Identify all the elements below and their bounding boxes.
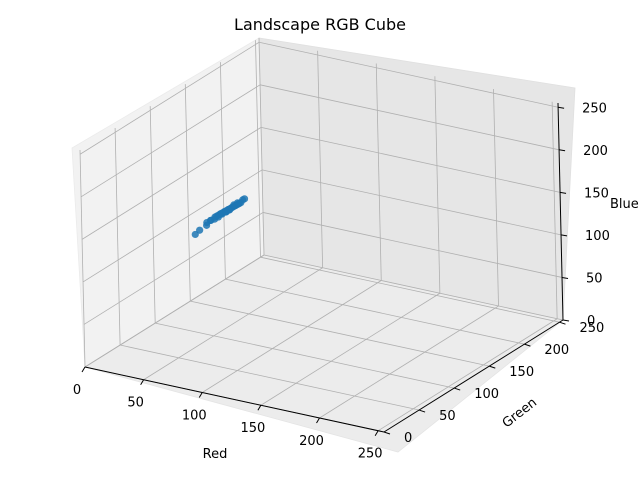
x-tick-label: 200 <box>299 434 324 449</box>
x-tick-label: 250 <box>358 447 383 462</box>
gridline-y-floor <box>120 344 420 411</box>
gridline-y-floor <box>225 278 525 345</box>
gridline-z-back <box>261 169 562 236</box>
gridline-x-floor <box>143 267 323 381</box>
z-tick-label: 100 <box>585 229 610 244</box>
y-tick-mark <box>454 387 461 391</box>
gridline-y-left <box>79 149 86 368</box>
z-tick-label: 200 <box>583 144 608 159</box>
x-tick-mark <box>257 404 262 411</box>
y-tick-mark <box>418 409 426 413</box>
scatter-point <box>196 226 204 234</box>
gridline-y-left <box>149 106 156 324</box>
gridline-x-floor <box>260 292 441 406</box>
gridline-z-left <box>79 41 260 155</box>
x-tick-mark <box>81 366 86 373</box>
y-tick-mark <box>383 431 391 435</box>
y-tick-mark <box>489 365 496 369</box>
z-tick-label: 50 <box>586 271 603 286</box>
z-tick-label: 150 <box>584 186 609 201</box>
chart-title: Landscape RGB Cube <box>234 15 406 34</box>
gridline-y-floor <box>155 322 455 389</box>
y-tick-mark <box>524 343 531 347</box>
gridline-y-floor <box>260 256 560 323</box>
gridline-y-left <box>114 128 121 346</box>
gridline-x-back <box>551 101 558 319</box>
y-tick-mark <box>559 321 566 325</box>
scatter-point <box>207 216 215 224</box>
z-axis-label: Blue <box>610 197 639 212</box>
y-tick-label: 200 <box>544 343 569 358</box>
y-tick-label: 150 <box>509 365 534 380</box>
gridline-x-floor <box>377 318 558 432</box>
gridline-x-floor <box>319 305 499 419</box>
gridline-x-back <box>434 76 441 294</box>
gridline-x-back <box>493 88 499 306</box>
axis-lines <box>81 102 570 436</box>
gridline-y-left <box>219 62 226 280</box>
gridline-z-back <box>259 84 560 151</box>
x-tick-label: 150 <box>240 421 265 436</box>
z-axis-line <box>557 102 564 321</box>
x-axis-label: Red <box>203 447 228 462</box>
gridline-z-left <box>82 169 263 283</box>
z-tick-mark <box>558 106 565 109</box>
z-tick-label: 250 <box>582 101 607 116</box>
x-tick-label: 100 <box>182 408 207 423</box>
tick-labels: 0501001502002500501001502002500501001502… <box>73 101 610 461</box>
y-tick-label: 0 <box>404 431 412 446</box>
gridline-z-left <box>80 84 261 198</box>
x-tick-mark <box>140 379 145 386</box>
z-tick-mark <box>561 276 569 279</box>
gridline-x-back <box>317 50 324 268</box>
z-tick-mark <box>559 191 567 194</box>
gridline-y-left <box>255 40 261 258</box>
z-tick-mark <box>562 319 570 322</box>
scatter-point <box>222 207 231 215</box>
gridline-z-left <box>83 212 264 325</box>
x-tick-mark <box>198 392 203 398</box>
gridline-z-left <box>84 254 265 368</box>
gridline-y-left <box>184 84 191 302</box>
gridline-z-back <box>262 212 563 278</box>
y-tick-label: 100 <box>474 387 499 402</box>
gridline-x-back <box>375 63 382 281</box>
z-tick-mark <box>560 234 568 237</box>
gridline-z-back <box>259 41 559 108</box>
gridline-x-back <box>258 37 265 256</box>
scatter-points <box>191 195 249 239</box>
gridline-z-back <box>263 254 564 321</box>
z-tick-label: 0 <box>587 314 595 329</box>
y-tick-label: 250 <box>579 321 604 336</box>
gridline-z-left <box>81 127 262 240</box>
x-tick-label: 50 <box>127 396 144 411</box>
x-tick-label: 0 <box>73 383 81 398</box>
scatter-point <box>240 195 249 203</box>
y-tick-label: 50 <box>439 409 456 424</box>
y-axis-line <box>383 319 564 433</box>
scatter-point <box>202 221 211 229</box>
z-tick-mark <box>558 149 566 152</box>
x-axis-line <box>84 366 385 433</box>
x-tick-mark <box>374 430 379 436</box>
gridline-y-floor <box>190 300 490 367</box>
gridline-x-floor <box>202 280 382 393</box>
gridline-z-back <box>260 126 561 193</box>
x-tick-mark <box>316 417 320 424</box>
